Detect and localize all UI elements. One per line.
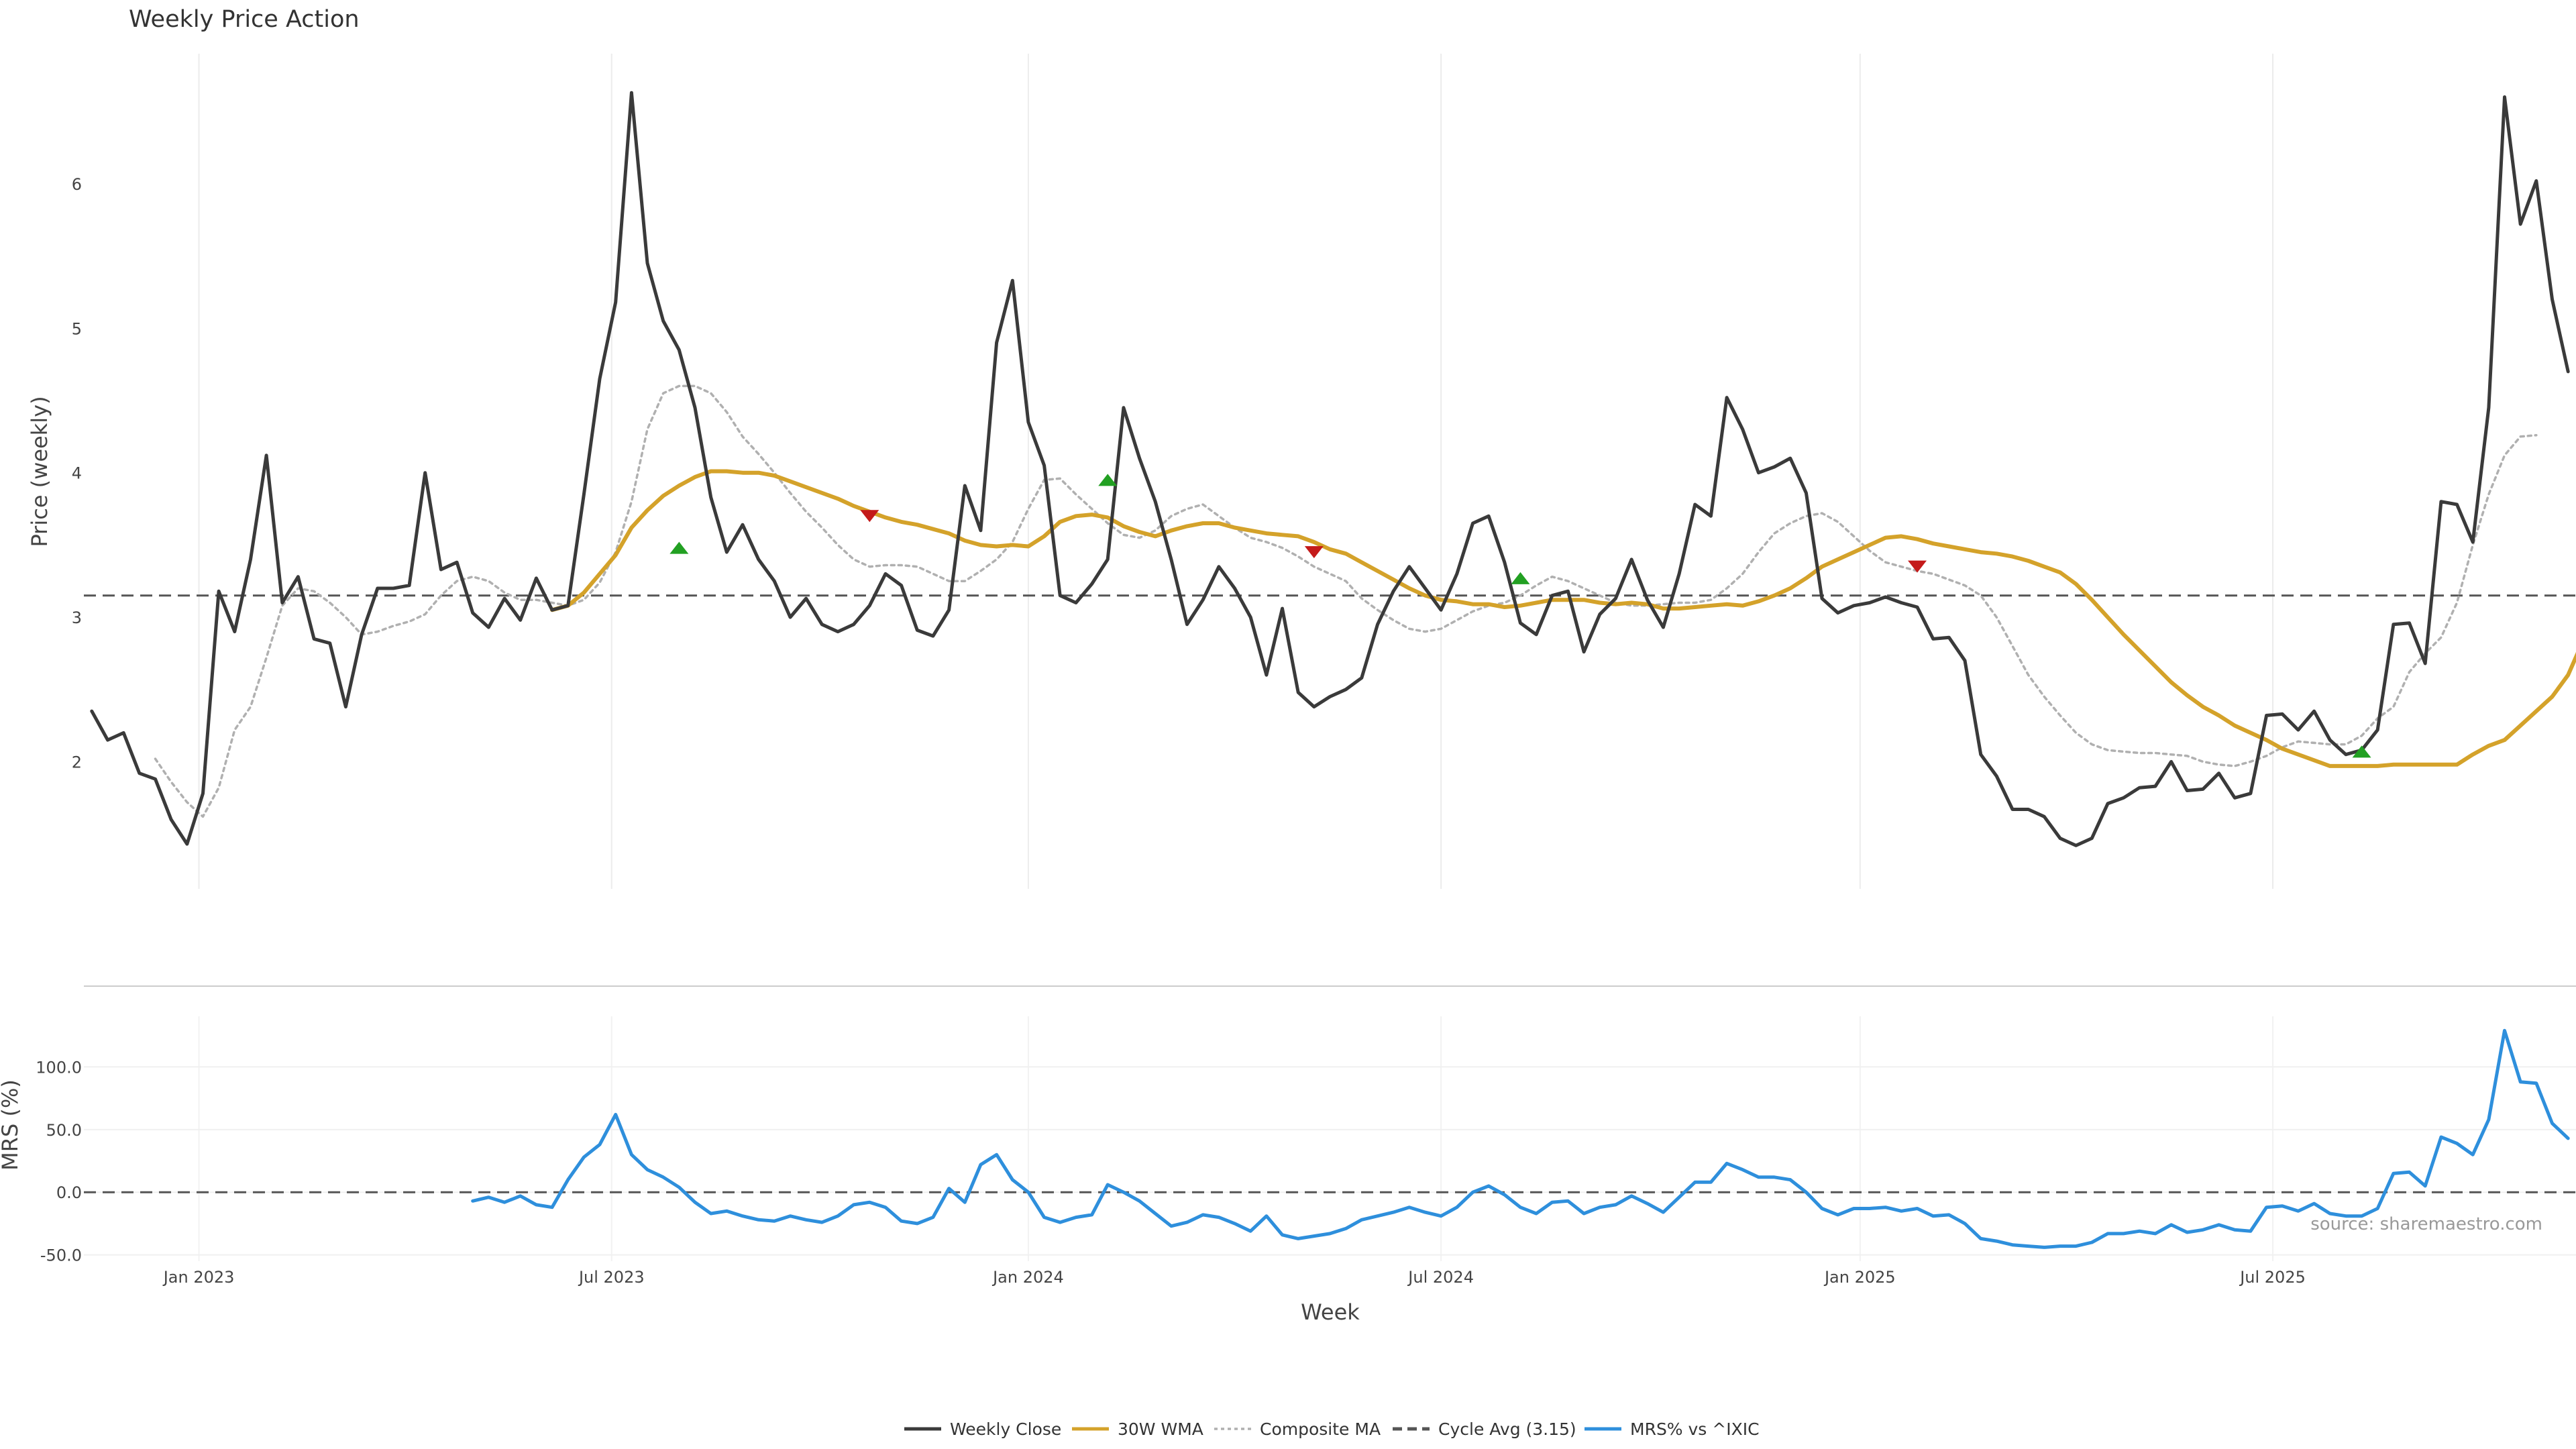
legend-label: MRS% vs ^IXIC [1630,1419,1760,1439]
price-y-tick-label: 3 [72,608,82,627]
x-tick-label: Jul 2025 [2239,1268,2306,1287]
chart-title: Weekly Price Action [129,6,360,33]
sell-signal-marker [1304,546,1324,559]
legend-label: Cycle Avg (3.15) [1438,1419,1576,1439]
legend-label: Weekly Close [950,1419,1061,1439]
sell-signal-marker [860,510,879,523]
price-y-tick-label: 5 [72,319,82,338]
mrs-y-axis-title: MRS (%) [0,1079,23,1171]
buy-signal-marker [1511,572,1530,584]
legend-label: 30W WMA [1118,1419,1203,1439]
x-tick-label: Jul 2024 [1407,1268,1474,1287]
x-tick-label: Jan 2023 [162,1268,235,1287]
x-axis-title: Week [1301,1299,1360,1325]
legend: Weekly Close 30W WMA Composite MA Cycle Avg… [904,1419,1760,1439]
price-y-axis: 2 3 4 5 6 [72,175,82,772]
mrs-y-tick-label: 100.0 [36,1058,82,1077]
x-axis: Jan 2023 Jul 2023 Jan 2024 Jul 2024 Jan 2025… [162,1268,2306,1287]
price-y-tick-label: 6 [72,175,82,194]
mrs-y-tick-label: -50.0 [40,1246,82,1265]
price-panel-gridlines [198,54,2274,889]
mrs-y-tick-label: 0.0 [56,1183,82,1202]
x-tick-label: Jan 2024 [991,1268,1064,1287]
mrs-panel-series [471,1028,2570,1249]
legend-label: Composite MA [1260,1419,1381,1439]
x-tick-label: Jan 2025 [1823,1268,1896,1287]
price-panel-series [90,91,2576,847]
x-tick-label: Jul 2023 [578,1268,645,1287]
30w-wma-line [550,469,2576,768]
sell-signal-marker [1908,560,1927,573]
buy-signal-marker [669,541,689,554]
buy-signal-marker [1098,474,1118,486]
source-label: source: sharemaestro.com [2310,1214,2542,1234]
price-y-tick-label: 2 [72,753,82,771]
mrs-panel-gridlines [84,1016,2576,1261]
price-y-tick-label: 4 [72,464,82,483]
mrs-y-axis: -50.0 0.0 50.0 100.0 [36,1058,82,1265]
mrs-y-tick-label: 50.0 [46,1121,82,1140]
buy-signal-marker [2352,745,2371,758]
composite-ma-line [154,384,2538,818]
weekly-close-line [90,91,2570,847]
price-y-axis-title: Price (weekly) [27,396,52,547]
mrs-line [471,1028,2570,1249]
signal-markers [669,474,2371,758]
